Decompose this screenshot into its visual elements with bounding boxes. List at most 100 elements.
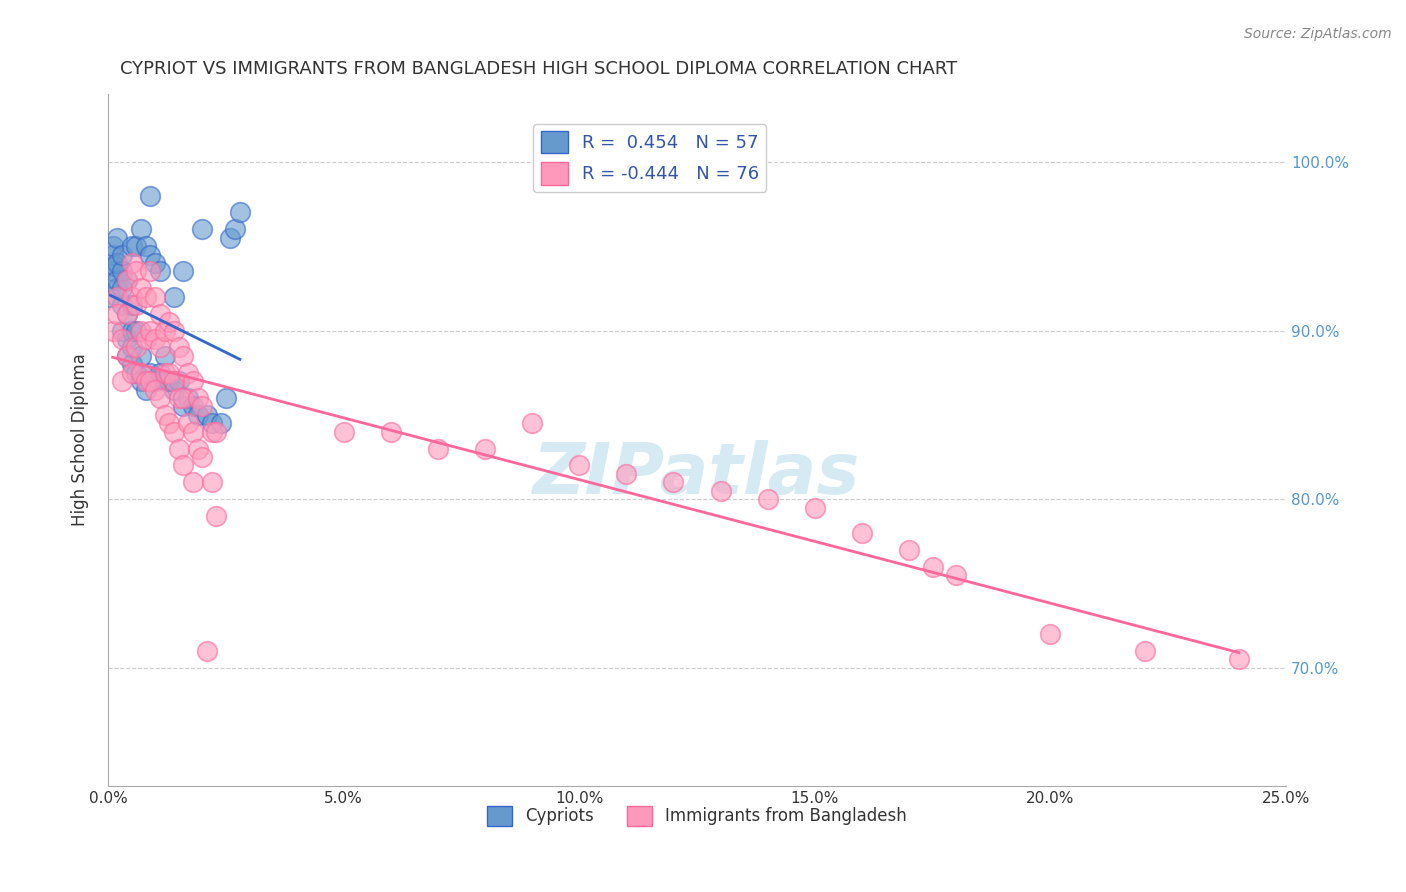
Point <box>149 391 172 405</box>
Point <box>215 391 238 405</box>
Point <box>851 525 873 540</box>
Point <box>181 374 204 388</box>
Point <box>101 324 124 338</box>
Point <box>219 231 242 245</box>
Point <box>115 307 138 321</box>
Point <box>167 391 190 405</box>
Point <box>111 264 134 278</box>
Point <box>121 239 143 253</box>
Point <box>115 349 138 363</box>
Point <box>177 366 200 380</box>
Point <box>115 349 138 363</box>
Point <box>111 374 134 388</box>
Point <box>149 366 172 380</box>
Point <box>1227 652 1250 666</box>
Point <box>153 408 176 422</box>
Point <box>709 483 731 498</box>
Point <box>101 247 124 261</box>
Point <box>107 231 129 245</box>
Point <box>181 425 204 439</box>
Point <box>153 366 176 380</box>
Point <box>135 383 157 397</box>
Point <box>111 332 134 346</box>
Point <box>662 475 685 490</box>
Point <box>167 340 190 354</box>
Point <box>135 239 157 253</box>
Point <box>172 391 194 405</box>
Point <box>181 400 204 414</box>
Point <box>125 298 148 312</box>
Point <box>115 273 138 287</box>
Point <box>177 416 200 430</box>
Point <box>614 467 637 481</box>
Point <box>568 458 591 473</box>
Text: Source: ZipAtlas.com: Source: ZipAtlas.com <box>1244 27 1392 41</box>
Text: CYPRIOT VS IMMIGRANTS FROM BANGLADESH HIGH SCHOOL DIPLOMA CORRELATION CHART: CYPRIOT VS IMMIGRANTS FROM BANGLADESH HI… <box>120 60 957 78</box>
Point <box>209 416 232 430</box>
Point <box>121 298 143 312</box>
Point <box>107 256 129 270</box>
Point <box>172 264 194 278</box>
Point <box>129 366 152 380</box>
Point <box>205 508 228 523</box>
Point <box>111 298 134 312</box>
Y-axis label: High School Diploma: High School Diploma <box>72 354 89 526</box>
Point <box>129 374 152 388</box>
Point <box>143 374 166 388</box>
Point <box>520 416 543 430</box>
Text: ZIPatlas: ZIPatlas <box>533 440 860 509</box>
Point <box>107 273 129 287</box>
Point <box>172 458 194 473</box>
Point <box>129 281 152 295</box>
Legend: Cypriots, Immigrants from Bangladesh: Cypriots, Immigrants from Bangladesh <box>479 799 914 833</box>
Point <box>125 264 148 278</box>
Point <box>115 273 138 287</box>
Point <box>181 475 204 490</box>
Point <box>111 324 134 338</box>
Point <box>121 366 143 380</box>
Point <box>111 281 134 295</box>
Point <box>143 256 166 270</box>
Point <box>186 391 208 405</box>
Point <box>125 239 148 253</box>
Point <box>898 542 921 557</box>
Point <box>195 408 218 422</box>
Point <box>167 442 190 456</box>
Point <box>195 644 218 658</box>
Point <box>172 349 194 363</box>
Point <box>205 425 228 439</box>
Point <box>143 332 166 346</box>
Point <box>163 383 186 397</box>
Point <box>121 324 143 338</box>
Point <box>191 400 214 414</box>
Point <box>153 324 176 338</box>
Point <box>756 492 779 507</box>
Point <box>153 374 176 388</box>
Point <box>167 374 190 388</box>
Point <box>139 366 162 380</box>
Point <box>201 416 224 430</box>
Point <box>191 450 214 464</box>
Point <box>139 324 162 338</box>
Point <box>153 349 176 363</box>
Point <box>135 374 157 388</box>
Point <box>125 340 148 354</box>
Point <box>107 307 129 321</box>
Point <box>149 264 172 278</box>
Point <box>803 500 825 515</box>
Point <box>115 307 138 321</box>
Point <box>172 400 194 414</box>
Point <box>121 340 143 354</box>
Point <box>107 290 129 304</box>
Point <box>474 442 496 456</box>
Point <box>1133 644 1156 658</box>
Point <box>139 188 162 202</box>
Point <box>135 290 157 304</box>
Point <box>157 374 180 388</box>
Point <box>229 205 252 219</box>
Point <box>139 374 162 388</box>
Point <box>101 264 124 278</box>
Point <box>945 568 967 582</box>
Point <box>149 340 172 354</box>
Point <box>129 324 152 338</box>
